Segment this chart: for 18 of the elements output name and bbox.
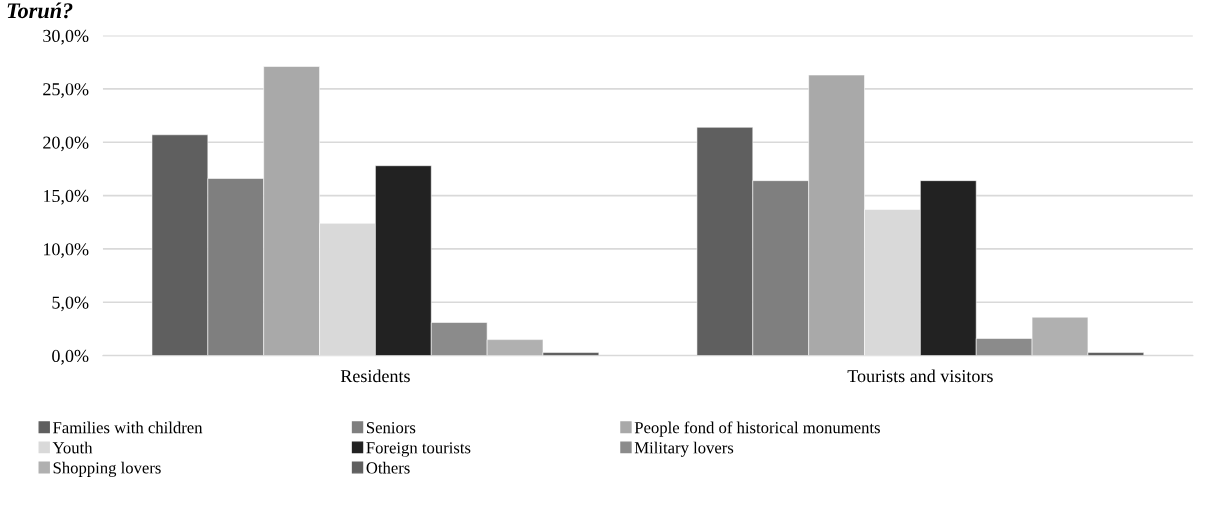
- y-tick-label: 25,0%: [43, 83, 89, 98]
- chart-title: Toruń?: [7, 2, 73, 19]
- legend-label: People fond of historical monuments: [634, 421, 880, 437]
- y-tick-label: 15,0%: [44, 189, 89, 205]
- x-tick-label: Residents: [340, 369, 410, 383]
- legend-label: Military lovers: [634, 441, 734, 457]
- y-tick-label: 5,0%: [52, 296, 89, 312]
- y-tick-label: 20,0%: [43, 136, 89, 152]
- x-tick-label: Tourists and visitors: [847, 369, 993, 383]
- y-tick-label: 10,0%: [44, 243, 89, 258]
- legend-label: Youth: [52, 441, 93, 454]
- legend-label: Others: [366, 461, 410, 474]
- y-tick-label: 0,0%: [52, 349, 89, 365]
- legend-label: Families with children: [53, 421, 203, 434]
- y-tick-label: 30,0%: [43, 29, 89, 45]
- legend-label: Seniors: [366, 422, 416, 434]
- legend-label: Foreign tourists: [366, 442, 471, 457]
- legend-label: Shopping lovers: [53, 461, 161, 477]
